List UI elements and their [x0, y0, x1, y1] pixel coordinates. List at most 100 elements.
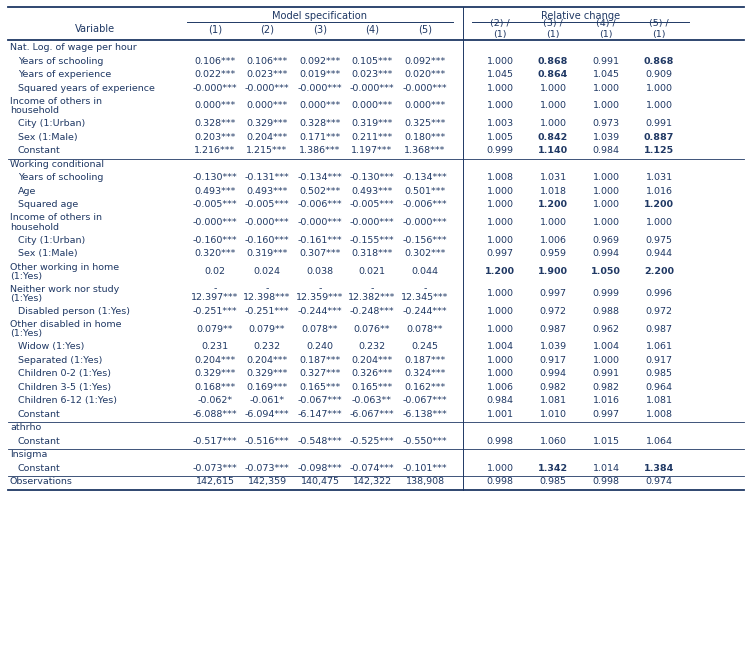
Text: -: - [318, 284, 322, 293]
Text: Years of schooling: Years of schooling [18, 57, 103, 66]
Text: 0.868: 0.868 [538, 57, 569, 66]
Text: Sex (1:Male): Sex (1:Male) [18, 133, 77, 142]
Text: Years of schooling: Years of schooling [18, 174, 103, 183]
Text: -6.088***: -6.088*** [193, 410, 238, 419]
Text: 0.023***: 0.023*** [351, 70, 393, 79]
Text: -6.067***: -6.067*** [350, 410, 394, 419]
Text: -0.061*: -0.061* [250, 396, 284, 405]
Text: 1.045: 1.045 [593, 70, 620, 79]
Text: 1.200: 1.200 [644, 200, 674, 209]
Text: 1.015: 1.015 [593, 437, 620, 446]
Text: -0.131***: -0.131*** [244, 174, 290, 183]
Text: 0.493***: 0.493*** [194, 187, 235, 195]
Text: 12.345***: 12.345*** [402, 293, 449, 303]
Text: 0.991: 0.991 [593, 369, 620, 378]
Text: (4) /
(1): (4) / (1) [596, 19, 616, 39]
Text: (2) /
(1): (2) / (1) [490, 19, 510, 39]
Text: 0.245: 0.245 [411, 342, 438, 352]
Text: 1.000: 1.000 [487, 369, 514, 378]
Text: -0.516***: -0.516*** [244, 437, 290, 446]
Text: 1.064: 1.064 [645, 437, 672, 446]
Text: 0.944: 0.944 [645, 249, 672, 258]
Text: Disabled person (1:Yes): Disabled person (1:Yes) [18, 307, 130, 316]
Text: 1.008: 1.008 [645, 410, 672, 419]
Text: -0.156***: -0.156*** [402, 236, 447, 244]
Text: 1.386***: 1.386*** [299, 146, 341, 155]
Text: athrho: athrho [10, 423, 41, 432]
Text: 1.006: 1.006 [487, 382, 514, 392]
Text: -: - [370, 284, 374, 293]
Text: 12.397***: 12.397*** [191, 293, 238, 303]
Text: -0.074***: -0.074*** [350, 464, 394, 473]
Text: Children 3-5 (1:Yes): Children 3-5 (1:Yes) [18, 382, 111, 392]
Text: 1.000: 1.000 [539, 218, 566, 227]
Text: 1.000: 1.000 [487, 356, 514, 365]
Text: 0.325***: 0.325*** [405, 119, 446, 128]
Text: 1.000: 1.000 [487, 200, 514, 209]
Text: 0.019***: 0.019*** [299, 70, 341, 79]
Text: 12.359***: 12.359*** [296, 293, 344, 303]
Text: household: household [10, 223, 59, 232]
Text: 1.000: 1.000 [645, 101, 672, 110]
Text: 0.328***: 0.328*** [299, 119, 341, 128]
Text: (2): (2) [260, 24, 274, 34]
Text: Income of others in: Income of others in [10, 97, 102, 106]
Text: 1.000: 1.000 [593, 84, 620, 93]
Text: -0.063**: -0.063** [352, 396, 392, 405]
Text: 0.997: 0.997 [487, 249, 514, 258]
Text: 1.000: 1.000 [593, 174, 620, 183]
Text: -0.073***: -0.073*** [193, 464, 238, 473]
Text: Squared years of experience: Squared years of experience [18, 84, 155, 93]
Text: 0.078**: 0.078** [407, 324, 443, 333]
Text: 1.000: 1.000 [487, 289, 514, 298]
Text: 1.039: 1.039 [539, 342, 566, 352]
Text: -0.134***: -0.134*** [298, 174, 342, 183]
Text: (3) /
(1): (3) / (1) [543, 19, 563, 39]
Text: 0.231: 0.231 [202, 342, 229, 352]
Text: Working conditional: Working conditional [10, 160, 104, 169]
Text: 0.493***: 0.493*** [247, 187, 288, 195]
Text: 1.000: 1.000 [487, 324, 514, 333]
Text: -0.000***: -0.000*** [350, 84, 394, 93]
Text: -0.548***: -0.548*** [298, 437, 342, 446]
Text: 0.106***: 0.106*** [247, 57, 287, 66]
Text: 0.982: 0.982 [539, 382, 566, 392]
Text: lnsigma: lnsigma [10, 450, 47, 459]
Text: 0.994: 0.994 [539, 369, 566, 378]
Text: -0.160***: -0.160*** [193, 236, 238, 244]
Text: 1.216***: 1.216*** [194, 146, 235, 155]
Text: 0.187***: 0.187*** [405, 356, 446, 365]
Text: -0.525***: -0.525*** [350, 437, 394, 446]
Text: 0.180***: 0.180*** [405, 133, 446, 142]
Text: -0.073***: -0.073*** [244, 464, 290, 473]
Text: 1.000: 1.000 [487, 101, 514, 110]
Text: 0.000***: 0.000*** [299, 101, 341, 110]
Text: 0.000***: 0.000*** [194, 101, 235, 110]
Text: (1): (1) [208, 24, 222, 34]
Text: 0.999: 0.999 [593, 289, 620, 298]
Text: 140,475: 140,475 [301, 477, 339, 486]
Text: -0.244***: -0.244*** [298, 307, 342, 316]
Text: -0.000***: -0.000*** [298, 218, 342, 227]
Text: 0.972: 0.972 [645, 307, 672, 316]
Text: -0.000***: -0.000*** [193, 84, 238, 93]
Text: 1.018: 1.018 [539, 187, 566, 195]
Text: 0.319***: 0.319*** [247, 249, 288, 258]
Text: (5): (5) [418, 24, 432, 34]
Text: -0.005***: -0.005*** [193, 200, 238, 209]
Text: Children 6-12 (1:Yes): Children 6-12 (1:Yes) [18, 396, 117, 405]
Text: 0.327***: 0.327*** [299, 369, 341, 378]
Text: -0.000***: -0.000*** [244, 218, 290, 227]
Text: 0.203***: 0.203*** [194, 133, 235, 142]
Text: 0.024: 0.024 [253, 267, 280, 276]
Text: -0.155***: -0.155*** [350, 236, 394, 244]
Text: Widow (1:Yes): Widow (1:Yes) [18, 342, 84, 352]
Text: 0.868: 0.868 [644, 57, 675, 66]
Text: 0.998: 0.998 [487, 477, 514, 486]
Text: 0.079**: 0.079** [249, 324, 285, 333]
Text: 0.326***: 0.326*** [351, 369, 393, 378]
Text: 0.079**: 0.079** [197, 324, 233, 333]
Text: -0.098***: -0.098*** [298, 464, 342, 473]
Text: 1.140: 1.140 [538, 146, 568, 155]
Text: 1.000: 1.000 [539, 84, 566, 93]
